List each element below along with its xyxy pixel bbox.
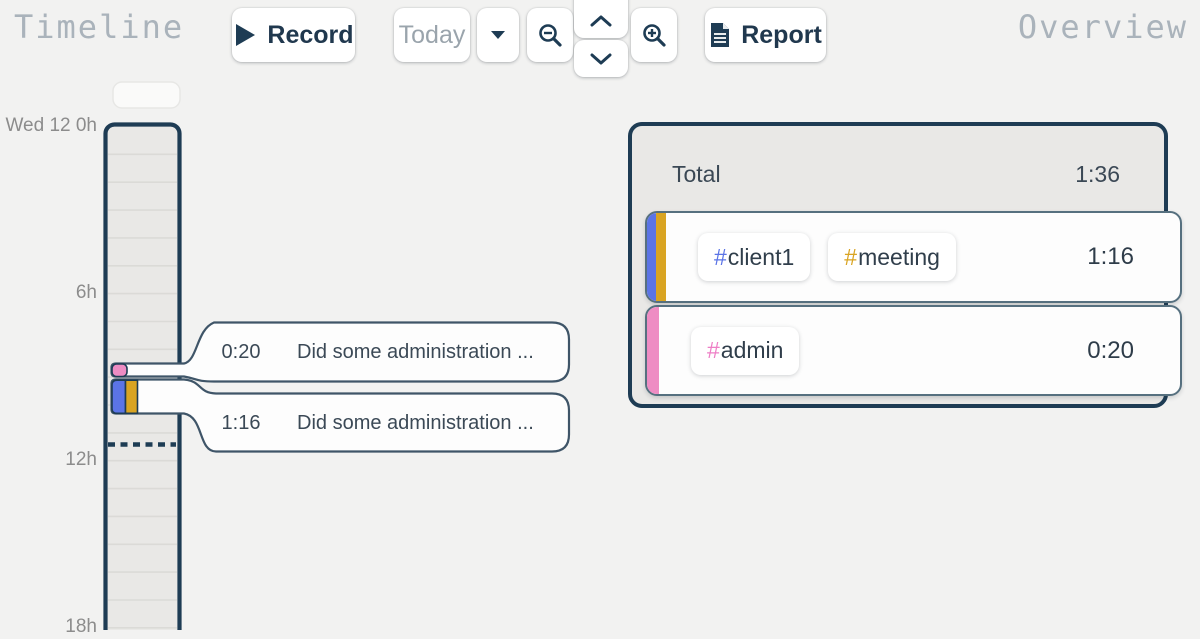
hour-label-6h: 6h (75, 282, 97, 303)
overview-title: Overview (1017, 8, 1188, 46)
tag-name: client1 (727, 243, 795, 270)
row-stripe-pink (647, 307, 659, 394)
tag-hash: # (707, 337, 720, 363)
chevron-down-icon (590, 53, 612, 65)
tag-chip-meeting[interactable]: # meeting (828, 233, 956, 281)
tag-hash: # (844, 243, 858, 270)
entry-description: Did some administration ... (297, 341, 534, 363)
total-label: Total (672, 160, 721, 187)
zoom-out-icon (537, 22, 563, 48)
record-button[interactable]: Record (232, 8, 355, 62)
tag-name: admin (720, 337, 784, 363)
caret-down-icon (490, 30, 506, 40)
today-button[interactable]: Today (394, 8, 470, 62)
event-marker-client1-gold[interactable] (124, 379, 139, 415)
zoom-in-icon (641, 22, 667, 48)
event-marker-client1-blue[interactable] (111, 379, 127, 415)
play-icon (233, 22, 257, 48)
record-button-label: Record (267, 20, 354, 49)
tag-chip-admin[interactable]: # admin (691, 326, 800, 375)
report-button-label: Report (741, 20, 822, 49)
row-stripe-blue (647, 213, 656, 301)
tag-hash: # (714, 243, 727, 270)
timeline-title: Timeline (14, 8, 185, 46)
overview-row-admin[interactable]: # admin 0:20 (645, 305, 1182, 396)
scroll-up-button[interactable] (574, 0, 628, 38)
tag-chip-client1[interactable]: # client1 (698, 233, 811, 281)
previous-day-column-stub (112, 81, 181, 109)
entry-duration: 0:20 (221, 341, 261, 363)
entry-description: Did some administration ... (297, 412, 534, 434)
row-time: 0:20 (1087, 336, 1134, 364)
overview-total-row: Total 1:36 (672, 160, 1120, 188)
zoom-out-button[interactable] (527, 8, 573, 62)
report-document-icon (709, 22, 731, 48)
today-button-label: Today (398, 20, 466, 49)
tag-name: meeting (858, 243, 940, 270)
hour-label-12h: 12h (65, 449, 97, 470)
scroll-down-button[interactable] (574, 40, 628, 77)
overview-row-client1[interactable]: # client1 # meeting 1:16 (645, 211, 1182, 303)
date-dropdown-button[interactable] (477, 8, 519, 62)
chevron-up-icon (590, 15, 612, 27)
zoom-in-button[interactable] (631, 8, 677, 62)
hour-label-18h: 18h (65, 616, 97, 637)
row-time: 1:16 (1087, 243, 1134, 270)
row-stripe-gold (656, 213, 666, 301)
hour-label-0h: Wed 12 0h (5, 115, 97, 136)
entry-duration: 1:16 (221, 412, 261, 434)
total-time: 1:36 (1075, 160, 1120, 187)
report-button[interactable]: Report (705, 8, 826, 62)
event-marker-admin[interactable] (111, 363, 128, 378)
